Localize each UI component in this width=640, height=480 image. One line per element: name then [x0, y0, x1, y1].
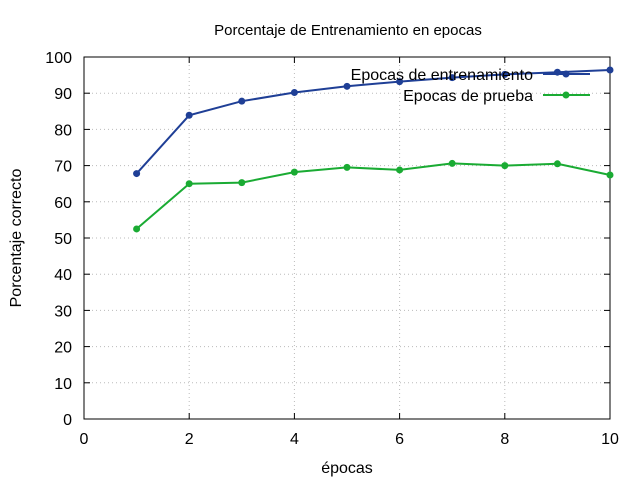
data-point	[501, 70, 509, 78]
data-point	[396, 78, 404, 86]
data-point	[448, 74, 456, 82]
data-point	[133, 170, 141, 178]
y-tick-label: 100	[45, 50, 72, 67]
x-tick-label: 0	[80, 431, 89, 448]
y-axis-label: Porcentaje correcto	[8, 169, 25, 308]
data-point	[290, 88, 298, 96]
legend-label: Epocas de prueba	[403, 88, 533, 105]
data-point	[185, 111, 193, 119]
y-tick-label: 40	[54, 267, 72, 284]
legend-swatch-point	[562, 70, 570, 78]
data-point	[185, 180, 193, 188]
series-2	[133, 159, 614, 233]
y-tick-label: 30	[54, 303, 72, 320]
y-tick-label: 60	[54, 195, 72, 212]
data-point	[606, 66, 614, 74]
chart-title: Porcentaje de Entrenamiento en epocas	[214, 22, 482, 39]
x-tick-label: 2	[185, 431, 194, 448]
data-point	[343, 82, 351, 90]
x-axis-label: épocas	[321, 460, 373, 477]
y-tick-label: 80	[54, 122, 72, 139]
legend-item-2: Epocas de prueba	[403, 88, 590, 105]
data-point	[396, 166, 404, 174]
y-tick-label: 50	[54, 231, 72, 248]
data-point	[238, 97, 246, 105]
legend: Epocas de entrenamiento Epocas de prueba	[351, 67, 590, 105]
y-tick-label: 10	[54, 376, 72, 393]
data-point	[133, 225, 141, 233]
series-1	[133, 66, 614, 178]
y-tick-label: 0	[63, 412, 72, 429]
x-tick-label: 8	[500, 431, 509, 448]
data-point	[553, 160, 561, 168]
grid	[84, 57, 610, 419]
plot-frame	[83, 56, 611, 420]
data-point	[606, 171, 614, 179]
data-point	[501, 162, 509, 170]
y-tick-label: 70	[54, 159, 72, 176]
x-tick-label: 4	[290, 431, 299, 448]
y-tick-label: 90	[54, 86, 72, 103]
legend-swatch-point	[562, 91, 570, 99]
data-point	[343, 163, 351, 171]
data-point	[238, 179, 246, 187]
data-point	[290, 168, 298, 176]
legend-label: Epocas de entrenamiento	[351, 67, 533, 84]
series-layer	[133, 66, 614, 233]
series-line	[135, 69, 611, 175]
y-tick-label: 20	[54, 340, 72, 357]
axis-ticks: 0 10 20 30 40 50 60 70 80 90 100 0 2 4 6 8 10	[45, 50, 619, 448]
x-tick-label: 10	[601, 431, 619, 448]
x-tick-label: 6	[395, 431, 404, 448]
legend-item-1: Epocas de entrenamiento	[351, 67, 590, 84]
data-point	[448, 159, 456, 167]
series-line	[135, 162, 611, 230]
